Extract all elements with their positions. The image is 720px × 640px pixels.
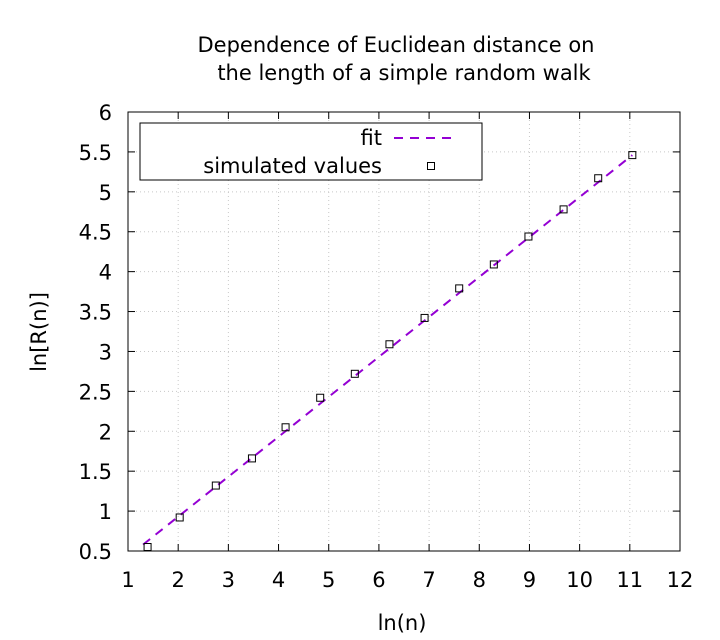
data-point (211, 481, 220, 490)
x-tick-label: 11 (616, 568, 643, 592)
legend-sample-simulated-values (427, 162, 435, 170)
y-tick-label: 3 (99, 340, 112, 364)
data-point (628, 151, 637, 160)
chart-title-line-2: the length of a simple random walk (217, 61, 591, 85)
data-point (247, 454, 256, 463)
data-point (350, 369, 359, 378)
data-point (281, 423, 290, 432)
chart-title-line-1: Dependence of Euclidean distance on (198, 33, 595, 57)
chart-title: Dependence of Euclidean distance on the … (198, 33, 595, 85)
data-point (385, 340, 394, 349)
x-tick-label: 3 (222, 568, 235, 592)
x-tick-label: 12 (667, 568, 694, 592)
y-tick-label: 4.5 (79, 221, 112, 245)
plot-frame (127, 111, 681, 552)
data-point (455, 284, 464, 293)
y-tick-label: 6 (99, 101, 112, 125)
x-axis-label: ln(n) (378, 611, 427, 635)
data-point (594, 174, 603, 183)
data-point (420, 313, 429, 322)
data-point (316, 393, 325, 402)
legend-box (139, 122, 483, 181)
legend-label-simulated-values: simulated values (203, 154, 382, 178)
y-tick-label: 1.5 (79, 460, 112, 484)
y-tick-label: 5 (99, 181, 112, 205)
y-tick-label: 5.5 (79, 141, 112, 165)
x-tick-label: 4 (272, 568, 285, 592)
data-point (175, 513, 184, 522)
y-tick-label: 4 (99, 261, 112, 285)
y-tick-label: 3.5 (79, 301, 112, 325)
axis-ticks: 1 2 3 4 5 6 7 8 9 10 11 120.511.522.533.544.555.56 (79, 101, 694, 592)
legend: fit simulated values (139, 122, 483, 181)
fit-line (142, 154, 633, 546)
y-tick-label: 2 (99, 420, 112, 444)
data-point (524, 232, 533, 241)
x-tick-label: 6 (372, 568, 385, 592)
y-tick-label: 1 (99, 500, 112, 524)
x-tick-label: 1 (121, 568, 134, 592)
data-point (489, 260, 498, 269)
y-tick-label: 0.5 (79, 540, 112, 564)
x-tick-label: 7 (422, 568, 435, 592)
x-tick-label: 8 (473, 568, 486, 592)
data-point (559, 205, 568, 214)
x-tick-label: 10 (566, 568, 593, 592)
x-tick-label: 2 (171, 568, 184, 592)
y-tick-label: 2.5 (79, 380, 112, 404)
y-axis-label: ln[R(n)] (27, 292, 51, 372)
x-tick-label: 9 (523, 568, 536, 592)
legend-label-fit: fit (361, 126, 382, 150)
data-point (143, 543, 152, 552)
grid (128, 112, 680, 551)
x-tick-label: 5 (322, 568, 335, 592)
